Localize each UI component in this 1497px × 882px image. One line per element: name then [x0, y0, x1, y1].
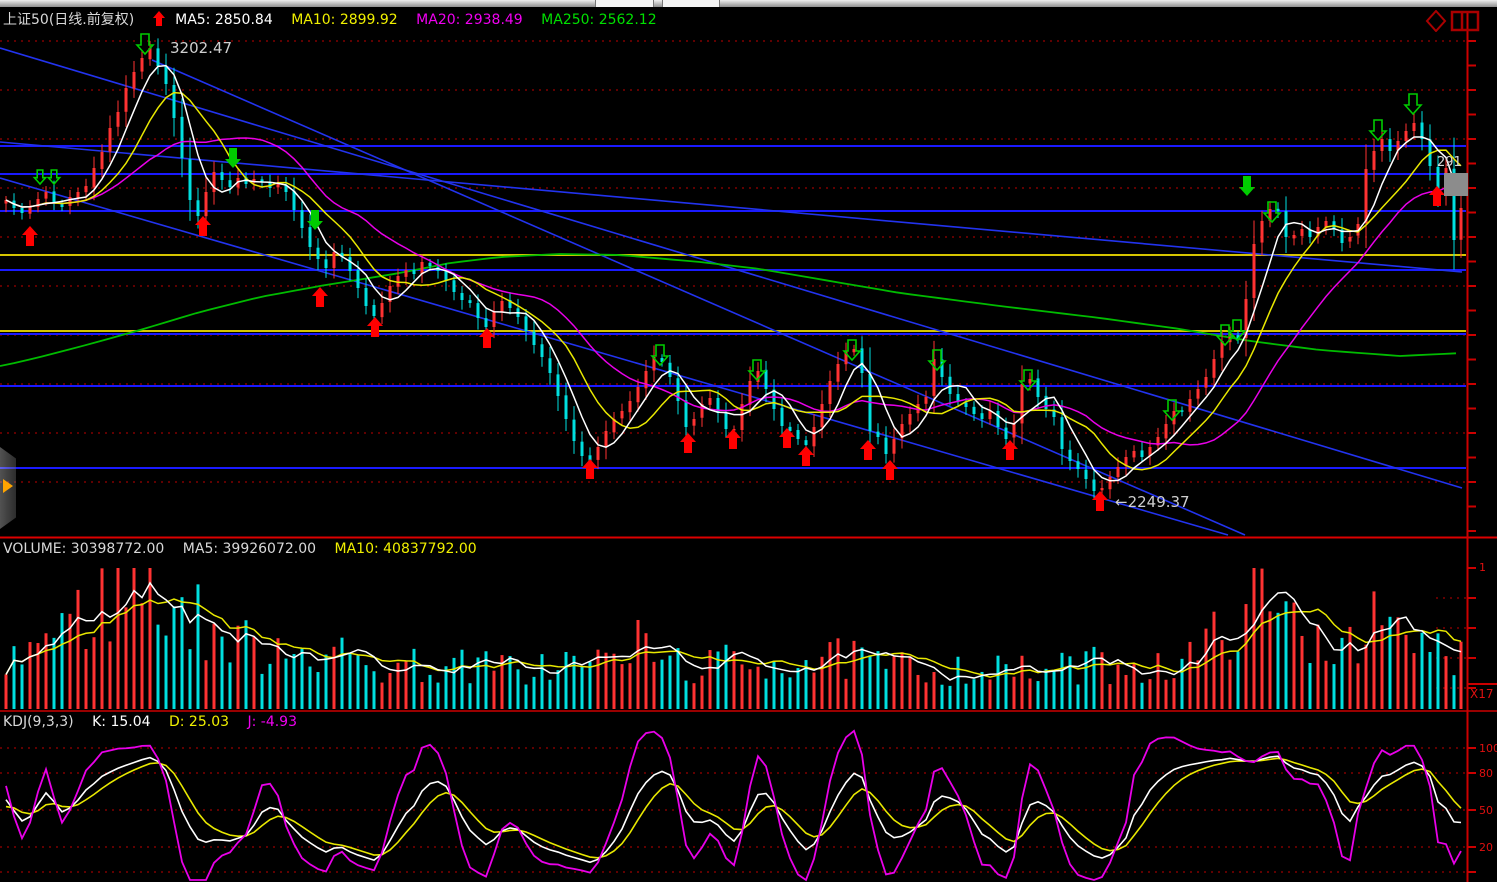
up-arrow-icon: [152, 11, 169, 28]
main-chart-header: 上证50(日线.前复权) MA5: 2850.84 MA10: 2899.92 …: [3, 9, 671, 29]
symbol-title: 上证50(日线.前复权): [3, 12, 135, 28]
kdj-axis-label: 100: [1479, 742, 1497, 755]
expand-arrow-icon: [3, 479, 13, 493]
kdj-k-value: K: 15.04: [92, 714, 151, 730]
ma20-value: MA20: 2938.49: [416, 12, 523, 28]
last-price-text: 291: [1437, 155, 1462, 170]
volume-header: VOLUME: 30398772.00 MA5: 39926072.00 MA1…: [3, 541, 491, 557]
price-axis-tag: [1444, 173, 1468, 196]
kdj-name: KDJ(9,3,3): [3, 714, 74, 730]
kdj-axis-label: 20: [1479, 841, 1493, 854]
diamond-marker-icon[interactable]: [1425, 10, 1447, 32]
window-titlebar-strip: [0, 0, 1497, 7]
volume-axis-label: 1: [1479, 561, 1486, 574]
volume-ma5-value: MA5: 39926072.00: [182, 541, 317, 557]
peak-price-label: 3202.47: [170, 39, 233, 57]
kdj-header: KDJ(9,3,3) K: 15.04 D: 25.03 J: -4.93: [3, 714, 311, 730]
kdj-j-value: J: -4.93: [247, 714, 297, 730]
sidebar-collapse-handle[interactable]: [0, 447, 16, 529]
ma5-value: MA5: 2850.84: [175, 12, 273, 28]
volume-value: VOLUME: 30398772.00: [3, 541, 165, 557]
titlebar-button[interactable]: [662, 0, 720, 7]
kdj-d-value: D: 25.03: [168, 714, 230, 730]
kdj-axis-label: 80: [1479, 767, 1493, 780]
pane-corner-icons: [1425, 10, 1480, 32]
volume-scale-label: X17: [1470, 687, 1494, 701]
kdj-axis-label: 50: [1479, 804, 1493, 817]
titlebar-button[interactable]: [595, 0, 654, 7]
volume-ma10-value: MA10: 40837792.00: [334, 541, 477, 557]
ma10-value: MA10: 2899.92: [291, 12, 398, 28]
ma250-value: MA250: 2562.12: [541, 12, 657, 28]
low-price-label: ←2249.37: [1115, 493, 1190, 511]
split-window-icon[interactable]: [1450, 10, 1480, 32]
